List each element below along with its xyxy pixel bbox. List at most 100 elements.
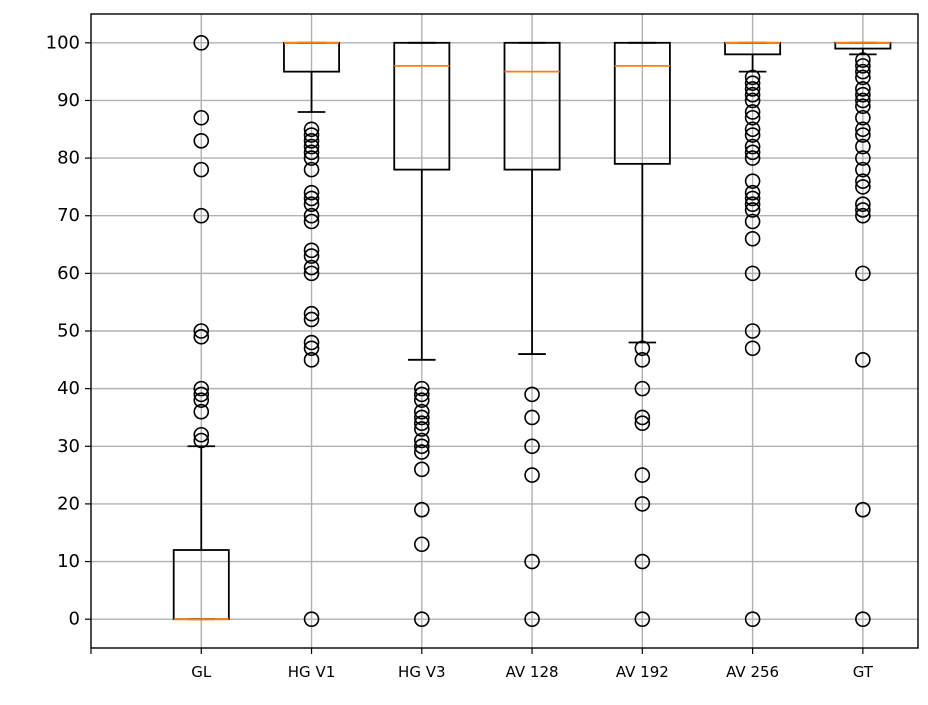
outlier-point (413, 415, 430, 432)
outlier-point (855, 138, 871, 155)
outlier-point (744, 196, 761, 212)
outlier-point (303, 161, 320, 178)
outlier-point (855, 265, 871, 282)
outlier-point (744, 173, 761, 189)
axis-layer: 0 10 20 30 40 50 60 70 80 90 100 GL HG V1 HG V3 AV 128… (46, 13, 919, 681)
outlier-point (524, 611, 540, 627)
x-tick-label: GT (853, 663, 874, 681)
outlier-point (303, 334, 320, 351)
outlier-point (303, 184, 320, 201)
outlier-point (303, 190, 320, 207)
box-gl (172, 35, 230, 621)
outlier-point (855, 161, 871, 178)
outlier-point (744, 92, 761, 109)
outlier-point (744, 144, 761, 161)
outlier-point (634, 409, 651, 426)
outlier-point (744, 213, 761, 230)
outlier-point (303, 352, 320, 368)
outlier-point (744, 104, 761, 120)
outlier-point (524, 553, 540, 570)
outlier-point (855, 352, 871, 368)
outlier-point (193, 35, 210, 51)
outlier-point (413, 432, 430, 449)
outlier-point (303, 138, 320, 155)
outlier-point (193, 403, 210, 420)
outlier-point (303, 311, 320, 328)
outlier-point (303, 133, 320, 149)
x-tick-label: GL (191, 663, 212, 681)
outlier-point (744, 150, 761, 166)
outlier-point (855, 202, 871, 218)
outlier-point (744, 69, 761, 86)
outlier-point (744, 323, 761, 339)
outlier-point (855, 179, 871, 195)
outlier-point (303, 305, 320, 322)
outlier-point (634, 467, 651, 483)
y-tick-label: 70 (57, 205, 80, 226)
outlier-point (303, 127, 320, 143)
y-tick-label: 50 (57, 321, 80, 342)
x-tick-label: HG V1 (288, 663, 335, 681)
x-tick-label: AV 192 (616, 663, 669, 681)
outlier-point (193, 133, 210, 149)
outlier-point (193, 161, 210, 178)
outlier-point (193, 323, 210, 339)
outlier-point (303, 259, 320, 276)
outlier-point (855, 109, 871, 126)
box-gt (834, 41, 892, 627)
outlier-point (303, 150, 320, 166)
outlier-point (855, 611, 871, 627)
outlier-point (413, 501, 430, 518)
outlier-point (303, 611, 320, 627)
x-tick-label: AV 256 (726, 663, 779, 681)
x-tick-label: AV 128 (506, 663, 559, 681)
outlier-point (855, 92, 871, 109)
outlier-point (855, 81, 871, 97)
outlier-point (744, 75, 761, 91)
outlier-point (413, 444, 430, 460)
outlier-point (524, 467, 540, 483)
outlier-point (524, 409, 540, 426)
y-tick-label: 60 (57, 263, 80, 284)
outlier-point (413, 421, 430, 437)
y-tick-label: 100 (46, 32, 80, 53)
outlier-point (303, 265, 320, 282)
iqr-box (613, 41, 671, 165)
outlier-point (193, 392, 210, 408)
y-tick-label: 0 (69, 609, 80, 630)
outlier-point (524, 386, 540, 403)
outlier-point (303, 144, 320, 161)
box-layer (172, 35, 892, 627)
outlier-point (634, 380, 651, 397)
outlier-point (413, 386, 430, 403)
outlier-point (634, 352, 651, 368)
outlier-point (303, 340, 320, 357)
box-av-256 (724, 41, 782, 627)
outlier-point (413, 403, 430, 420)
outlier-point (855, 173, 871, 189)
y-tick-label: 80 (57, 148, 80, 169)
outlier-point (744, 109, 761, 126)
outlier-point (855, 121, 871, 138)
outlier-point (744, 138, 761, 155)
outlier-point (413, 536, 430, 553)
outlier-point (744, 202, 761, 218)
outlier-point (744, 190, 761, 207)
outlier-point (744, 86, 761, 103)
outlier-point (634, 340, 651, 357)
iqr-box (393, 41, 451, 171)
outlier-point (634, 611, 651, 627)
outlier-point (855, 207, 871, 224)
outlier-point (855, 58, 871, 74)
outlier-point (855, 196, 871, 212)
outlier-point (744, 611, 761, 627)
outlier-point (634, 553, 651, 570)
outlier-point (193, 328, 210, 345)
outlier-point (855, 98, 871, 115)
outlier-point (744, 265, 761, 282)
outlier-point (855, 86, 871, 103)
outlier-point (193, 207, 210, 224)
outlier-point (413, 611, 430, 627)
outlier-point (413, 392, 430, 408)
outlier-point (855, 150, 871, 166)
